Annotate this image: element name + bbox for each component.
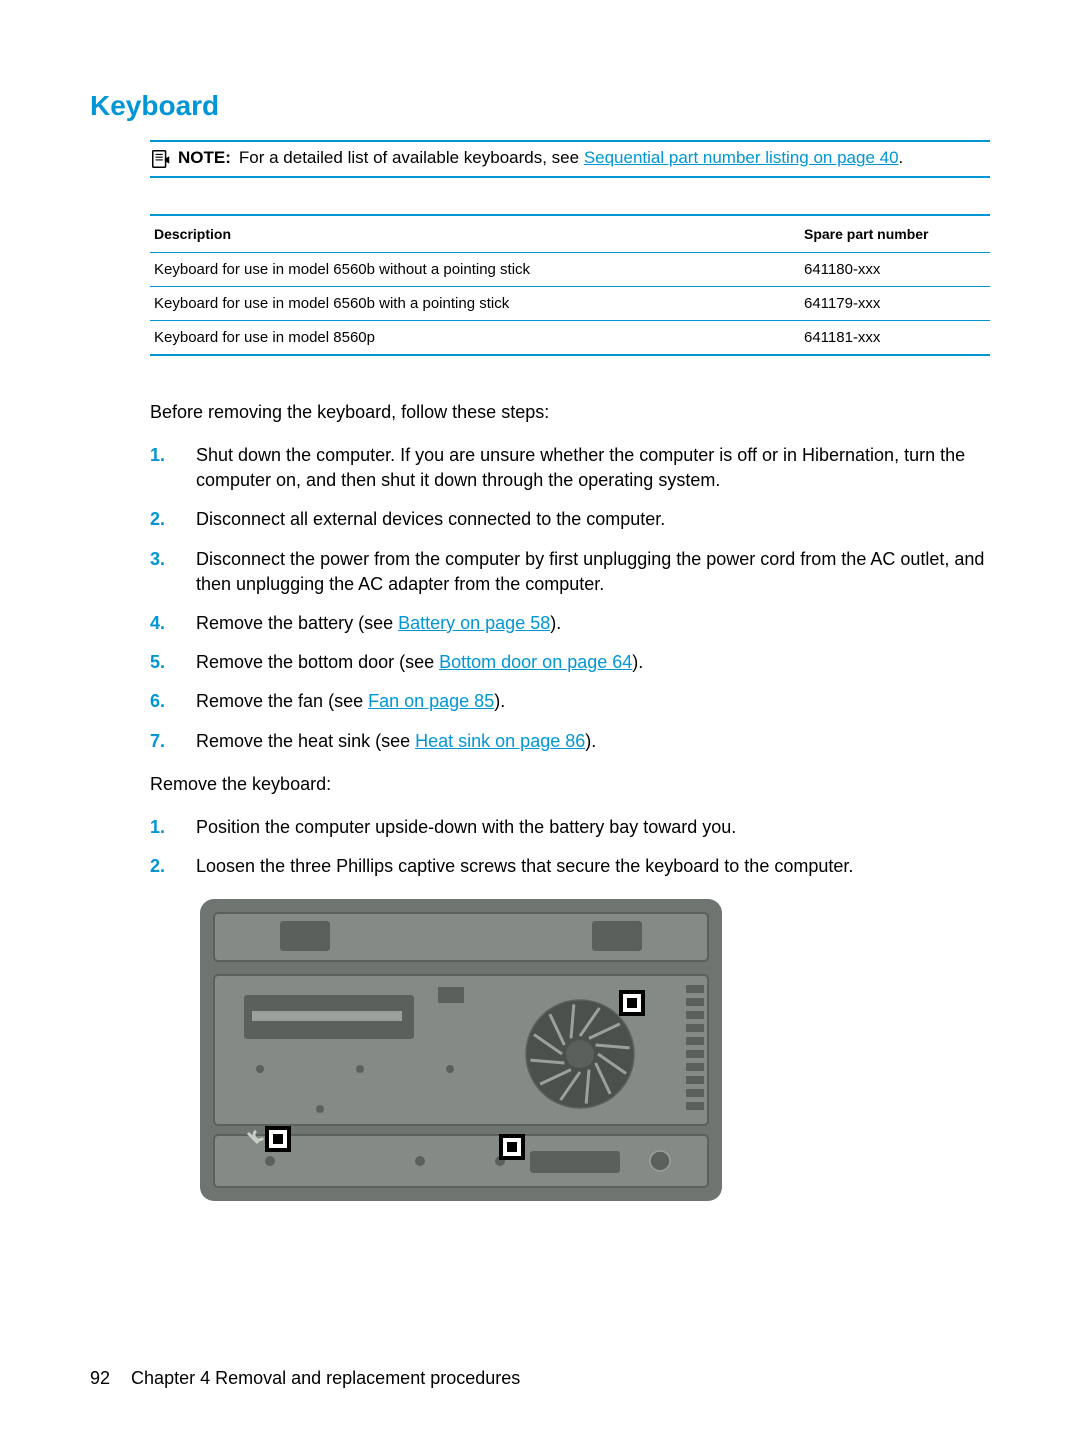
- table-cell-part: 641179-xxx: [800, 287, 990, 321]
- note-label: NOTE:: [178, 148, 231, 167]
- step-text-post: ).: [632, 652, 643, 672]
- table-row: Keyboard for use in model 6560b without …: [150, 253, 990, 287]
- step-text: Remove the battery (see: [196, 613, 398, 633]
- step-link[interactable]: Heat sink on page 86: [415, 731, 585, 751]
- step-text: Disconnect the power from the computer b…: [196, 549, 984, 594]
- note-content: NOTE: For a detailed list of available ke…: [178, 148, 903, 168]
- note-link[interactable]: Sequential part number listing on page 4…: [584, 148, 899, 167]
- note-text-after: .: [899, 148, 904, 167]
- step-text-post: ).: [494, 691, 505, 711]
- step-text: Remove the bottom door (see: [196, 652, 439, 672]
- step-item: Remove the bottom door (see Bottom door …: [150, 650, 990, 675]
- table-cell-part: 641180-xxx: [800, 253, 990, 287]
- page-footer: 92 Chapter 4 Removal and replacement pro…: [90, 1368, 520, 1389]
- step-item: Remove the battery (see Battery on page …: [150, 611, 990, 636]
- table-cell-part: 641181-xxx: [800, 321, 990, 356]
- note-text-before: For a detailed list of available keyboar…: [239, 148, 584, 167]
- table-row: Keyboard for use in model 6560b with a p…: [150, 287, 990, 321]
- table-header-description: Description: [150, 215, 800, 253]
- prep-steps-list: Shut down the computer. If you are unsur…: [150, 443, 990, 754]
- step-link[interactable]: Bottom door on page 64: [439, 652, 632, 672]
- keyboard-diagram: [200, 899, 990, 1206]
- note-box: NOTE: For a detailed list of available ke…: [150, 140, 990, 178]
- step-text: Remove the heat sink (see: [196, 731, 415, 751]
- note-icon: [150, 148, 172, 170]
- step-item: Shut down the computer. If you are unsur…: [150, 443, 990, 493]
- step-text-post: ).: [585, 731, 596, 751]
- step-link[interactable]: Fan on page 85: [368, 691, 494, 711]
- table-row: Keyboard for use in model 8560p641181-xx…: [150, 321, 990, 356]
- step-item: Loosen the three Phillips captive screws…: [150, 854, 990, 879]
- step-item: Remove the heat sink (see Heat sink on p…: [150, 729, 990, 754]
- table-header-part: Spare part number: [800, 215, 990, 253]
- step-item: Position the computer upside-down with t…: [150, 815, 990, 840]
- table-cell-description: Keyboard for use in model 8560p: [150, 321, 800, 356]
- step-text: Loosen the three Phillips captive screws…: [196, 856, 853, 876]
- intro-remove-keyboard: Remove the keyboard:: [150, 774, 990, 795]
- page-number: 92: [90, 1368, 110, 1388]
- step-text-post: ).: [550, 613, 561, 633]
- table-cell-description: Keyboard for use in model 6560b with a p…: [150, 287, 800, 321]
- remove-steps-list: Position the computer upside-down with t…: [150, 815, 990, 879]
- intro-before-removing: Before removing the keyboard, follow the…: [150, 402, 990, 423]
- chapter-label: Chapter 4 Removal and replacement proced…: [131, 1368, 520, 1388]
- step-text: Position the computer upside-down with t…: [196, 817, 736, 837]
- step-text: Remove the fan (see: [196, 691, 368, 711]
- step-link[interactable]: Battery on page 58: [398, 613, 550, 633]
- step-item: Remove the fan (see Fan on page 85).: [150, 689, 990, 714]
- table-cell-description: Keyboard for use in model 6560b without …: [150, 253, 800, 287]
- step-item: Disconnect the power from the computer b…: [150, 547, 990, 597]
- step-item: Disconnect all external devices connecte…: [150, 507, 990, 532]
- step-text: Shut down the computer. If you are unsur…: [196, 445, 965, 490]
- section-title: Keyboard: [90, 90, 990, 122]
- step-text: Disconnect all external devices connecte…: [196, 509, 665, 529]
- laptop-bottom-diagram: [200, 899, 722, 1201]
- parts-table: Description Spare part number Keyboard f…: [150, 214, 990, 356]
